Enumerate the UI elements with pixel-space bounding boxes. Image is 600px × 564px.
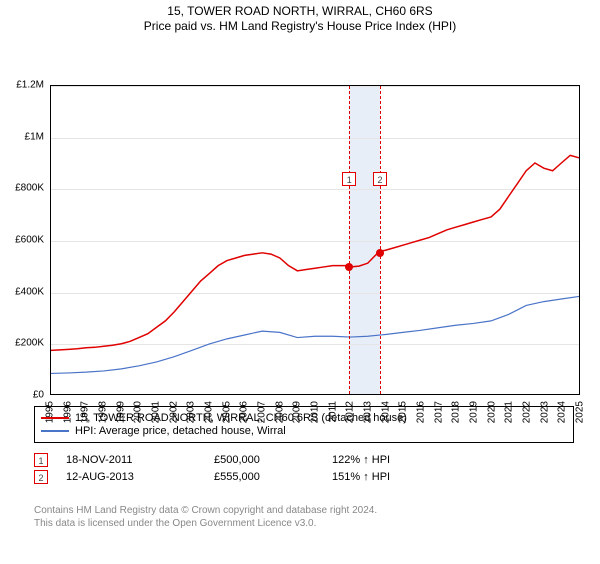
marker-vline [349,86,350,394]
table-row: 1 18-NOV-2011 £500,000 122% ↑ HPI [34,453,574,467]
table-row: 2 12-AUG-2013 £555,000 151% ↑ HPI [34,470,574,484]
marker-dot [345,263,353,271]
y-tick-label: £200K [15,338,44,349]
tx-marker: 2 [34,470,48,484]
marker-vline [380,86,381,394]
transaction-table: 1 18-NOV-2011 £500,000 122% ↑ HPI 2 12-AUG-20… [34,450,574,487]
y-tick-label: £600K [15,235,44,246]
series-property [51,155,579,350]
tx-marker: 1 [34,453,48,467]
chart-title: 15, TOWER ROAD NORTH, WIRRAL, CH60 6RS [0,4,600,18]
marker-box: 1 [342,172,356,186]
x-tick-label: 2025 [575,401,586,423]
tx-price: £500,000 [214,454,324,466]
series-hpi [51,296,579,373]
footnote: Contains HM Land Registry data © Crown c… [34,504,574,530]
y-tick-label: £400K [15,286,44,297]
y-tick-label: £1.2M [16,80,44,91]
marker-dot [376,249,384,257]
tx-price: £555,000 [214,471,324,483]
footnote-line: This data is licensed under the Open Gov… [34,517,574,530]
y-tick-label: £1M [25,131,44,142]
marker-box: 2 [373,172,387,186]
tx-date: 18-NOV-2011 [66,454,206,466]
tx-delta: 122% ↑ HPI [332,454,452,466]
legend: 15, TOWER ROAD NORTH, WIRRAL, CH60 6RS (… [34,406,574,443]
y-axis-labels: £0£200K£400K£600K£800K£1M£1.2M [0,85,46,395]
legend-row: 15, TOWER ROAD NORTH, WIRRAL, CH60 6RS (… [41,412,567,424]
chart-subtitle: Price paid vs. HM Land Registry's House … [0,19,600,33]
legend-swatch [41,417,69,419]
legend-label: 15, TOWER ROAD NORTH, WIRRAL, CH60 6RS (… [75,412,407,424]
plot-area: 12 [50,85,580,395]
tx-delta: 151% ↑ HPI [332,471,452,483]
legend-label: HPI: Average price, detached house, Wirr… [75,425,286,437]
y-tick-label: £0 [33,390,44,401]
legend-swatch [41,430,69,432]
footnote-line: Contains HM Land Registry data © Crown c… [34,504,574,517]
legend-row: HPI: Average price, detached house, Wirr… [41,425,567,437]
y-tick-label: £800K [15,183,44,194]
tx-date: 12-AUG-2013 [66,471,206,483]
